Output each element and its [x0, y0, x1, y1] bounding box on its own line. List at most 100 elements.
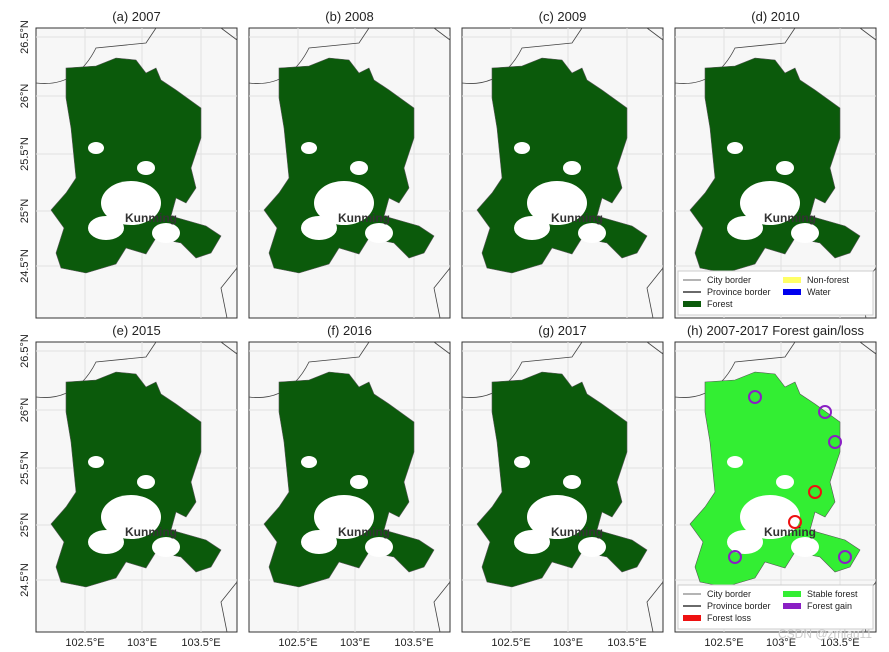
non-forest — [301, 216, 337, 240]
lon-label: 103°E — [766, 637, 796, 649]
legend-label: City border — [707, 589, 751, 599]
city-label: Kunming — [125, 211, 177, 225]
non-forest — [101, 495, 161, 539]
non-forest — [563, 161, 581, 175]
legend-box — [677, 270, 874, 316]
forest-area — [689, 371, 861, 588]
non-forest — [314, 495, 374, 539]
non-forest — [527, 495, 587, 539]
lat-label: 26°N — [19, 398, 31, 423]
panel-title: (b) 2008 — [325, 9, 373, 24]
panel-title: (f) 2016 — [327, 323, 372, 338]
forest-gain — [838, 550, 852, 564]
non-forest — [514, 456, 530, 468]
non-forest — [527, 181, 587, 225]
non-forest — [776, 475, 794, 489]
non-forest — [152, 223, 180, 243]
city-label: Kunming — [125, 525, 177, 539]
lat-label: 26°N — [19, 84, 31, 109]
legend-swatch — [783, 603, 801, 609]
forest-area — [263, 371, 435, 588]
forest-gain — [818, 405, 832, 419]
non-forest — [301, 530, 337, 554]
lon-label: 102.5°E — [491, 637, 530, 649]
legend-label: Province border — [707, 601, 771, 611]
non-forest — [727, 456, 743, 468]
non-forest — [365, 223, 393, 243]
non-forest — [350, 161, 368, 175]
non-forest — [791, 537, 819, 557]
non-forest — [88, 142, 104, 154]
city-label: Kunming — [338, 211, 390, 225]
lon-label: 103.5°E — [820, 637, 859, 649]
non-forest — [88, 216, 124, 240]
non-forest — [314, 181, 374, 225]
forest-loss — [788, 515, 802, 529]
panel-title: (g) 2017 — [538, 323, 586, 338]
legend-swatch — [683, 615, 701, 621]
forest-gain — [828, 435, 842, 449]
forest-area — [476, 57, 648, 274]
non-forest — [152, 537, 180, 557]
non-forest — [365, 537, 393, 557]
legend-label: Stable forest — [807, 589, 858, 599]
legend-label: Water — [807, 287, 831, 297]
non-forest — [727, 142, 743, 154]
lat-label: 26.5°N — [19, 334, 31, 368]
city-label: Kunming — [338, 525, 390, 539]
lat-label: 26.5°N — [19, 20, 31, 54]
lon-label: 103°E — [127, 637, 157, 649]
non-forest — [101, 181, 161, 225]
lon-label: 103°E — [553, 637, 583, 649]
lat-label: 25.5°N — [19, 451, 31, 485]
non-forest — [740, 181, 800, 225]
non-forest — [350, 475, 368, 489]
lon-label: 102.5°E — [278, 637, 317, 649]
non-forest — [137, 161, 155, 175]
non-forest — [727, 216, 763, 240]
lat-label: 25.5°N — [19, 137, 31, 171]
watermark: CSDN @zmlau11 — [778, 627, 872, 641]
non-forest — [578, 537, 606, 557]
legend-label: City border — [707, 275, 751, 285]
non-forest — [791, 223, 819, 243]
legend-label: Province border — [707, 287, 771, 297]
forest-loss — [808, 485, 822, 499]
city-label: Kunming — [764, 211, 816, 225]
non-forest — [137, 475, 155, 489]
forest-area — [50, 57, 222, 274]
non-forest — [727, 530, 763, 554]
non-forest — [514, 530, 550, 554]
lon-label: 102.5°E — [704, 637, 743, 649]
lon-label: 103.5°E — [181, 637, 220, 649]
non-forest — [740, 495, 800, 539]
non-forest — [563, 475, 581, 489]
legend-box — [677, 584, 874, 630]
lon-label: 102.5°E — [65, 637, 104, 649]
panel-title: (h) 2007-2017 Forest gain/loss — [687, 323, 865, 338]
legend-swatch — [783, 277, 801, 283]
non-forest — [776, 161, 794, 175]
lon-label: 103.5°E — [394, 637, 433, 649]
forest-area — [689, 57, 861, 274]
lat-label: 25°N — [19, 199, 31, 224]
non-forest — [88, 456, 104, 468]
lat-label: 24.5°N — [19, 249, 31, 283]
lat-label: 24.5°N — [19, 563, 31, 597]
panel-title: (e) 2015 — [112, 323, 160, 338]
legend-label: Forest loss — [707, 613, 752, 623]
forest-gain — [748, 390, 762, 404]
lat-label: 25°N — [19, 513, 31, 538]
legend-label: Forest gain — [807, 601, 852, 611]
city-label: Kunming — [764, 525, 816, 539]
panel-title: (d) 2010 — [751, 9, 799, 24]
forest-area — [263, 57, 435, 274]
legend-label: Forest — [707, 299, 733, 309]
legend-swatch — [783, 591, 801, 597]
non-forest — [514, 142, 530, 154]
legend-swatch — [683, 301, 701, 307]
forest-gain — [728, 550, 742, 564]
forest-area — [50, 371, 222, 588]
non-forest — [301, 456, 317, 468]
